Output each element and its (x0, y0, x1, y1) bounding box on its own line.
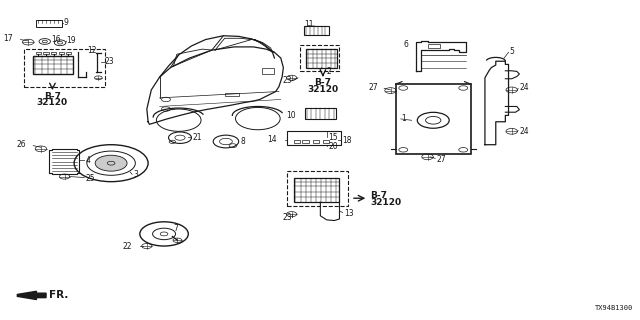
Text: 2: 2 (327, 67, 332, 76)
Text: 20: 20 (328, 142, 338, 151)
Bar (303, 140, 309, 143)
Bar (59, 52, 64, 54)
Text: 15: 15 (328, 132, 338, 141)
Bar (51, 52, 56, 54)
Text: 18: 18 (342, 136, 352, 145)
Bar (294, 178, 339, 202)
Text: 32120: 32120 (370, 197, 401, 206)
Text: 24: 24 (520, 83, 529, 92)
Text: 23: 23 (282, 213, 292, 222)
Text: FR.: FR. (49, 291, 68, 300)
Text: 4: 4 (86, 156, 90, 164)
Text: 6: 6 (403, 40, 408, 49)
Bar (307, 49, 337, 68)
Text: 14: 14 (268, 135, 277, 144)
Text: B-7: B-7 (370, 191, 387, 200)
Text: 19: 19 (67, 36, 76, 45)
Bar (33, 56, 73, 74)
Text: 21: 21 (193, 133, 202, 142)
Text: 9: 9 (63, 19, 68, 28)
Text: 22: 22 (123, 242, 132, 251)
Text: 17: 17 (3, 35, 13, 44)
Text: 3: 3 (133, 171, 138, 180)
Text: 24: 24 (520, 127, 529, 136)
Bar (305, 26, 329, 35)
Bar (300, 45, 339, 71)
Bar (225, 93, 239, 96)
Text: 8: 8 (241, 137, 245, 146)
Text: 11: 11 (305, 20, 314, 29)
Text: 26: 26 (16, 140, 26, 149)
Bar (36, 20, 62, 27)
Text: 12: 12 (88, 45, 97, 55)
Text: B-7: B-7 (44, 92, 61, 101)
Text: TX94B1300: TX94B1300 (595, 305, 633, 311)
Circle shape (95, 155, 127, 171)
Text: 27: 27 (368, 83, 378, 92)
Text: 5: 5 (510, 47, 515, 56)
Text: 7: 7 (173, 224, 179, 233)
Text: 27: 27 (436, 155, 446, 164)
Bar (428, 44, 440, 48)
Bar (305, 108, 335, 119)
Polygon shape (17, 291, 46, 300)
Text: B-7: B-7 (314, 78, 332, 87)
Text: 32120: 32120 (307, 85, 339, 94)
Text: 10: 10 (287, 111, 296, 120)
Text: 16: 16 (51, 35, 61, 44)
Bar (294, 140, 300, 143)
Text: 32120: 32120 (37, 98, 68, 107)
Bar (66, 52, 71, 54)
Text: 1: 1 (401, 114, 406, 124)
Text: 23: 23 (105, 57, 115, 66)
Bar (36, 52, 41, 54)
Bar (44, 52, 49, 54)
Bar (262, 68, 275, 74)
Bar (313, 140, 319, 143)
Bar (24, 49, 106, 87)
Text: 25: 25 (86, 174, 95, 183)
Text: 23: 23 (282, 76, 292, 85)
Bar (287, 171, 348, 206)
Bar (396, 84, 471, 154)
Text: 13: 13 (344, 209, 353, 218)
Bar (287, 131, 341, 145)
Bar (323, 140, 329, 143)
